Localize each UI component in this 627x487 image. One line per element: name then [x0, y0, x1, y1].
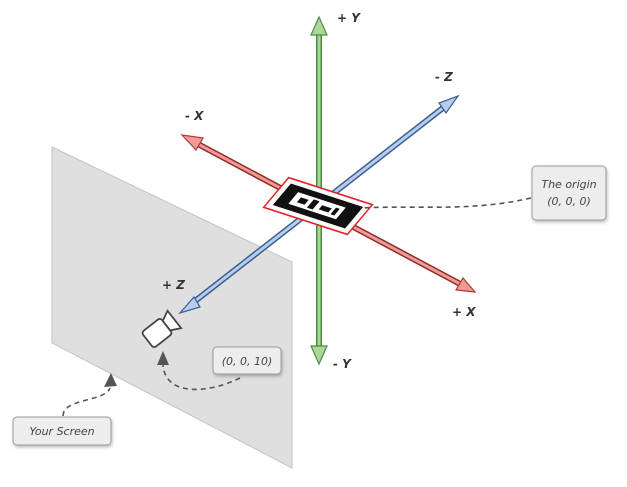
- origin-callout-line2: (0, 0, 0): [547, 195, 591, 208]
- camera-connector: [162, 364, 241, 391]
- screen-callout: Your Screen: [12, 416, 112, 446]
- x-positive-arrowhead: [455, 276, 477, 293]
- y-positive-arrowhead: [310, 15, 328, 36]
- z-positive-label: + Z: [162, 278, 185, 292]
- origin-connector: [359, 197, 532, 209]
- z-negative-arrowhead: [438, 94, 460, 115]
- z-positive-arrowhead: [178, 295, 201, 315]
- camera-position-label: (0, 0, 10): [222, 355, 273, 368]
- x-negative-arrowhead: [180, 134, 204, 151]
- z-negative-label: - Z: [435, 70, 453, 84]
- video-camera-icon: [141, 309, 183, 348]
- origin-callout-line1: The origin: [541, 178, 596, 191]
- ar-marker-icon: [262, 176, 374, 236]
- camera-connector-arrowhead: [157, 351, 169, 365]
- x-positive-label: + X: [452, 305, 476, 319]
- y-positive-label: + Y: [337, 11, 361, 25]
- x-negative-label: - X: [185, 109, 204, 123]
- camera-position-callout: (0, 0, 10): [212, 346, 282, 375]
- screen-plane: [51, 146, 293, 469]
- origin-callout: The origin (0, 0, 0): [531, 165, 607, 221]
- screen-label: Your Screen: [29, 425, 94, 438]
- y-negative-arrowhead: [310, 345, 328, 366]
- y-negative-label: - Y: [333, 357, 352, 371]
- screen-connector: [62, 387, 111, 417]
- screen-connector-arrowhead: [104, 373, 117, 387]
